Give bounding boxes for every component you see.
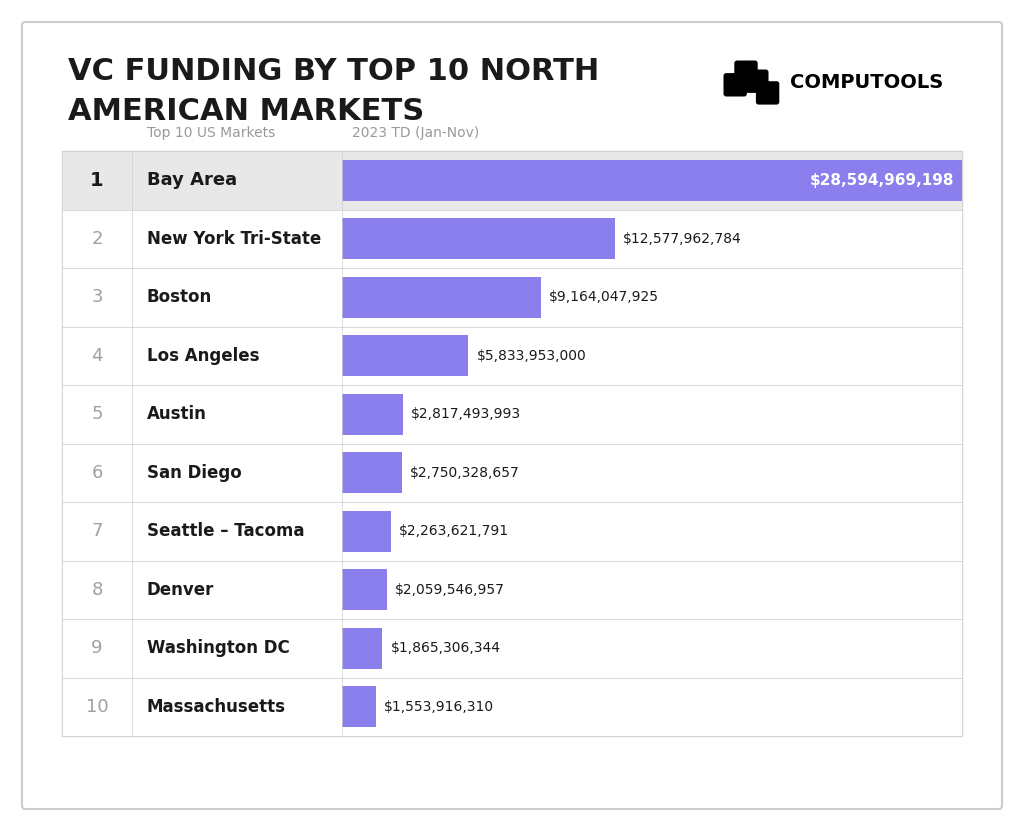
Text: 7: 7 [91,522,102,540]
Text: Bay Area: Bay Area [147,171,238,189]
Text: 8: 8 [91,581,102,599]
Text: 1: 1 [90,170,103,189]
FancyBboxPatch shape [756,81,779,105]
Bar [62,444,962,502]
Bar [342,569,387,610]
Bar [342,627,382,669]
Text: Massachusetts: Massachusetts [147,698,286,715]
Bar [342,219,614,259]
Bar [62,385,962,444]
Bar [62,502,962,560]
Text: Boston: Boston [147,288,212,307]
Text: 3: 3 [91,288,102,307]
Text: $28,594,969,198: $28,594,969,198 [810,173,954,188]
Text: $9,164,047,925: $9,164,047,925 [549,290,658,304]
Text: 2: 2 [91,229,102,248]
Bar [342,160,962,201]
Bar [342,511,391,552]
Text: AMERICAN MARKETS: AMERICAN MARKETS [68,96,424,125]
Bar [342,452,401,494]
Text: 4: 4 [91,347,102,365]
FancyBboxPatch shape [734,61,758,84]
Bar [62,560,962,619]
Text: Los Angeles: Los Angeles [147,347,259,365]
Text: San Diego: San Diego [147,464,242,482]
Text: $2,059,546,957: $2,059,546,957 [394,583,505,597]
Text: $1,553,916,310: $1,553,916,310 [384,700,494,714]
Text: $2,817,493,993: $2,817,493,993 [411,407,521,421]
Text: $2,263,621,791: $2,263,621,791 [399,524,509,538]
Text: Seattle – Tacoma: Seattle – Tacoma [147,522,304,540]
FancyBboxPatch shape [22,22,1002,809]
Text: 6: 6 [91,464,102,482]
FancyBboxPatch shape [724,73,746,96]
Text: $1,865,306,344: $1,865,306,344 [390,642,501,656]
Bar [62,268,962,327]
Text: Top 10 US Markets: Top 10 US Markets [147,126,275,140]
Text: COMPUTOOLS: COMPUTOOLS [790,73,943,92]
Bar [342,277,541,317]
Bar [342,394,403,435]
Text: Washington DC: Washington DC [147,639,290,657]
Text: Denver: Denver [147,581,214,599]
Bar [62,209,962,268]
FancyBboxPatch shape [745,70,768,93]
Text: $5,833,953,000: $5,833,953,000 [476,349,587,363]
Bar [342,335,469,376]
Bar [62,151,962,736]
Text: $2,750,328,657: $2,750,328,657 [410,465,519,479]
Text: $12,577,962,784: $12,577,962,784 [623,232,741,246]
Text: 9: 9 [91,639,102,657]
Text: 10: 10 [86,698,109,715]
Text: New York Tri-State: New York Tri-State [147,229,322,248]
Bar [62,327,962,385]
Text: VC FUNDING BY TOP 10 NORTH: VC FUNDING BY TOP 10 NORTH [68,57,599,86]
Bar [62,151,962,209]
Bar [62,619,962,677]
Bar [62,677,962,736]
Text: 5: 5 [91,406,102,423]
Bar [342,686,376,727]
Text: 2023 TD (Jan-Nov): 2023 TD (Jan-Nov) [352,126,479,140]
Text: Austin: Austin [147,406,207,423]
